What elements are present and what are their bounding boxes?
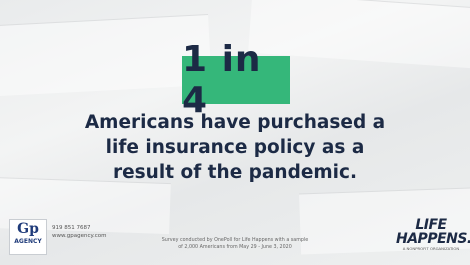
logo-mark: Gp bbox=[10, 220, 46, 238]
infographic: 1 in 4 Americans have purchased a life i… bbox=[0, 0, 470, 265]
logo-name: AGENCY bbox=[10, 238, 46, 245]
stat-box: 1 in 4 bbox=[182, 56, 290, 104]
contact: 919 851 7687 www.gpagency.com bbox=[52, 224, 106, 240]
headline-line: result of the pandemic. bbox=[0, 160, 470, 185]
paper-texture bbox=[0, 14, 212, 97]
agency-logo: Gp AGENCY bbox=[9, 219, 47, 255]
source-note: Survey conducted by OnePoll for Life Hap… bbox=[160, 238, 310, 251]
brand-tagline: A NONPROFIT ORGANIZATION bbox=[396, 246, 466, 251]
headline: Americans have purchased a life insuranc… bbox=[0, 110, 470, 185]
stat: 1 in 4 bbox=[182, 39, 290, 121]
headline-line: Americans have purchased a bbox=[0, 110, 470, 135]
brand-logo: LIFE HAPPENS. A NONPROFIT ORGANIZATION bbox=[396, 218, 466, 251]
phone: 919 851 7687 bbox=[52, 224, 106, 232]
headline-line: life insurance policy as a bbox=[0, 135, 470, 160]
brand-name: LIFE HAPPENS. bbox=[396, 218, 466, 246]
website: www.gpagency.com bbox=[52, 232, 106, 240]
